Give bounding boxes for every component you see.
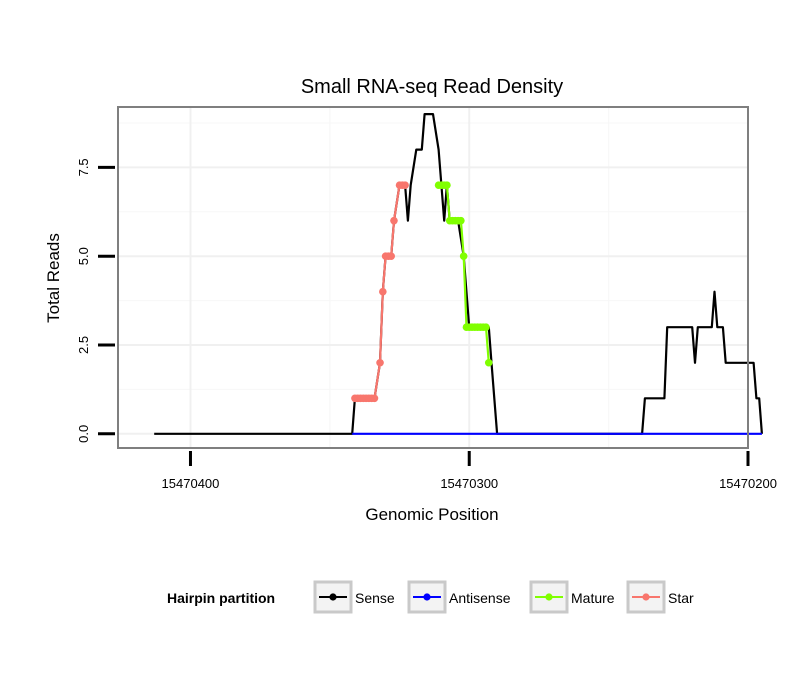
legend-label-antisense: Antisense — [449, 590, 511, 606]
legend-item-sense: Sense — [313, 580, 395, 614]
legend-label-mature: Mature — [571, 590, 615, 606]
data-point-star — [370, 394, 379, 403]
plot-grid — [118, 107, 749, 448]
legend: Hairpin partition Sense Antisense Mature St… — [167, 580, 694, 614]
y-tick-label: 2.5 — [76, 336, 91, 354]
data-point-mature — [484, 358, 493, 367]
data-point-mature — [482, 323, 490, 332]
legend-key-point — [329, 593, 337, 601]
data-point-star — [387, 252, 395, 260]
data-point-star — [401, 181, 409, 189]
chart-title: Small RNA-seq Read Density — [301, 76, 563, 98]
legend-key-point — [423, 593, 431, 601]
plot-series — [154, 113, 763, 435]
legend-item-antisense: Antisense — [407, 580, 511, 614]
data-point-mature — [443, 181, 451, 189]
data-point-star — [379, 287, 387, 296]
plot-panel-border — [117, 106, 749, 449]
legend-item-mature: Mature — [529, 580, 615, 614]
x-axis-label: Genomic Position — [365, 505, 498, 524]
data-point-mature — [457, 216, 465, 225]
x-tick-label: 15470400 — [162, 476, 220, 491]
y-tick-label: 7.5 — [76, 158, 91, 176]
data-point-star — [376, 358, 384, 367]
legend-item-star: Star — [626, 580, 694, 614]
y-tick-label: 5.0 — [76, 247, 91, 265]
data-point-star — [390, 216, 398, 225]
y-tick-label: 0.0 — [76, 425, 91, 443]
x-tick-label: 15470200 — [719, 476, 777, 491]
y-axis-label: Total Reads — [44, 233, 63, 323]
legend-label-sense: Sense — [355, 590, 395, 606]
data-point-mature — [459, 252, 468, 260]
legend-key-point — [642, 593, 650, 601]
legend-title: Hairpin partition — [167, 590, 275, 606]
series-line-sense — [154, 113, 763, 435]
x-tick-label: 15470300 — [440, 476, 498, 491]
legend-label-star: Star — [668, 590, 694, 606]
legend-key-point — [545, 593, 553, 601]
plot-axes: 0.0 2.5 5.0 7.5 15470400 15470300 15470200 — [76, 158, 777, 491]
